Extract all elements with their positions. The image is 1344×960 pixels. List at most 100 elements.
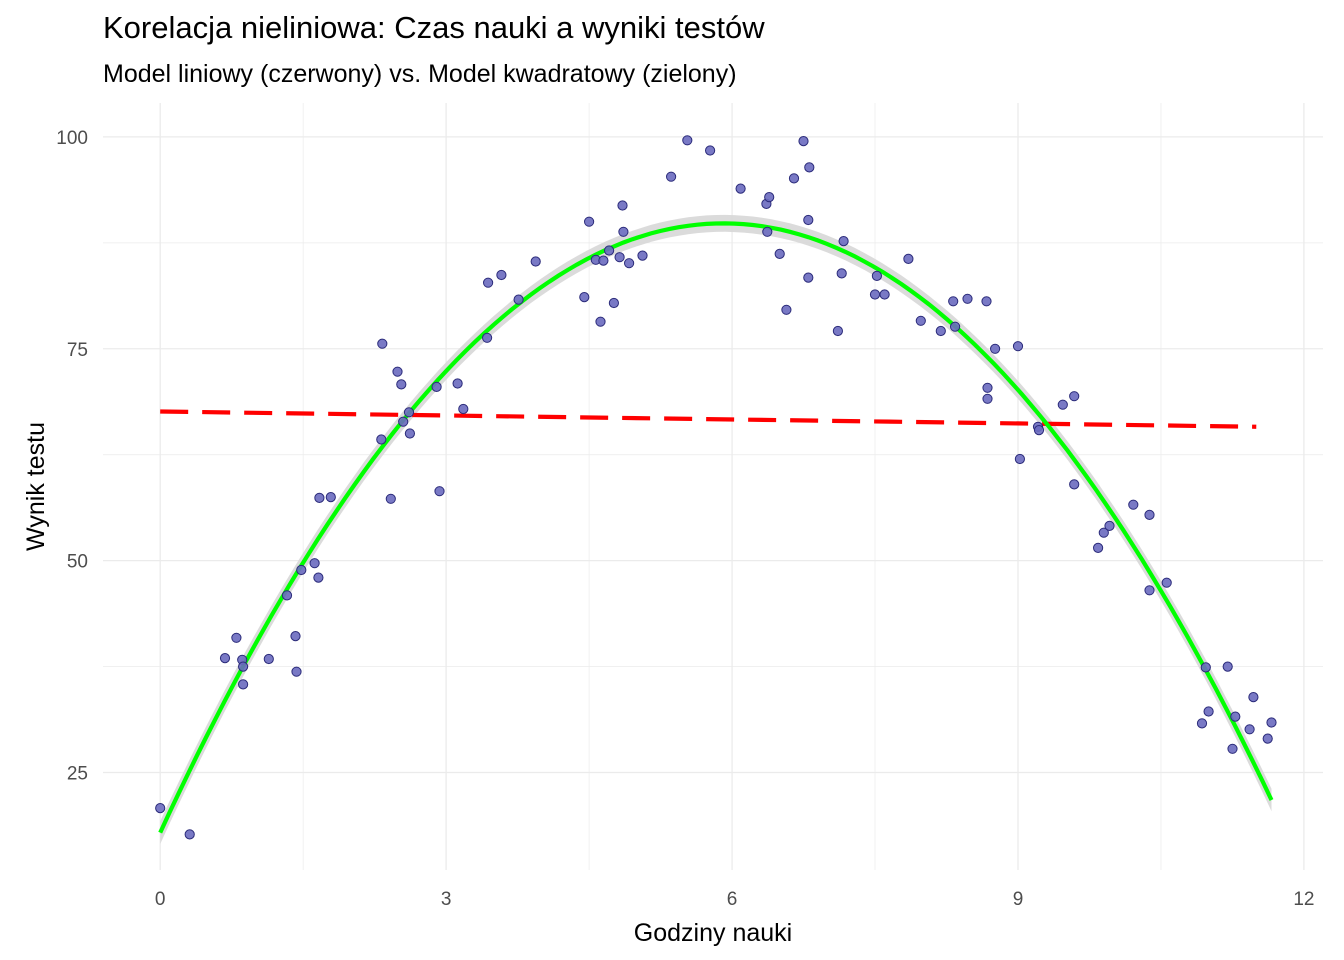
data-point <box>403 407 415 418</box>
data-point <box>296 564 307 576</box>
data-point <box>774 248 785 259</box>
data-point <box>184 829 195 840</box>
data-point <box>803 272 814 283</box>
data-point <box>1104 520 1115 532</box>
data-point <box>482 332 493 343</box>
data-point <box>1144 509 1155 521</box>
chart-subtitle: Model liniowy (czerwony) vs. Model kwadr… <box>103 60 737 88</box>
data-point <box>1266 717 1277 728</box>
data-point <box>624 258 635 269</box>
data-point <box>1128 499 1139 510</box>
x-tick-label: 9 <box>1013 889 1024 910</box>
data-point <box>764 192 775 203</box>
fit-lines <box>158 221 1274 834</box>
data-point <box>392 366 403 377</box>
confidence-ribbon <box>160 214 1272 844</box>
data-point <box>990 343 1001 354</box>
data-point <box>1222 661 1233 672</box>
data-point <box>871 270 883 281</box>
data-point <box>325 492 336 503</box>
y-tick-label: 100 <box>56 128 88 149</box>
data-point <box>1196 718 1208 729</box>
data-point <box>530 256 541 267</box>
data-point <box>836 268 847 279</box>
x-tick-label: 3 <box>441 889 452 910</box>
data-point <box>219 653 231 664</box>
data-point <box>1093 542 1104 554</box>
axis-ticks: 0 3 6 9 12 25 50 75 100 <box>56 128 1314 910</box>
data-point <box>1033 425 1045 436</box>
data-point <box>950 321 961 332</box>
data-point <box>1244 724 1255 735</box>
data-point <box>948 296 959 307</box>
data-point <box>1098 527 1109 538</box>
data-point <box>804 162 815 173</box>
data-point <box>238 661 249 672</box>
data-point <box>1057 399 1068 410</box>
data-point <box>1230 711 1241 722</box>
data-point <box>617 200 628 211</box>
data-point <box>309 558 320 569</box>
data-point <box>637 250 648 261</box>
data-point <box>1014 453 1026 465</box>
data-point <box>290 631 301 642</box>
data-point <box>431 381 442 392</box>
data-point <box>483 277 494 288</box>
data-point <box>982 393 993 404</box>
y-tick-label: 25 <box>67 764 88 785</box>
y-tick-label: 75 <box>67 340 88 361</box>
data-point <box>935 325 946 337</box>
data-point <box>1144 585 1155 596</box>
data-point <box>666 171 677 182</box>
data-point <box>281 590 293 601</box>
data-point <box>781 304 792 315</box>
data-point <box>1200 662 1211 673</box>
data-point <box>377 338 388 349</box>
x-tick-label: 0 <box>155 889 166 910</box>
data-point <box>735 183 746 194</box>
data-point <box>584 216 595 227</box>
y-axis-title: Wynik testu <box>22 422 50 551</box>
data-point <box>879 289 890 300</box>
data-point <box>705 145 716 156</box>
quadratic-fit-line <box>158 221 1274 834</box>
data-point <box>452 378 463 389</box>
data-point <box>614 252 625 263</box>
chart-title: Korelacja nieliniowa: Czas nauki a wynik… <box>103 10 765 45</box>
data-point <box>798 136 809 147</box>
data-point <box>962 293 973 304</box>
data-point <box>314 492 325 503</box>
data-point <box>238 679 249 690</box>
data-point <box>598 255 609 266</box>
data-point <box>1161 577 1172 588</box>
x-tick-label: 12 <box>1293 889 1314 910</box>
data-point <box>231 632 242 643</box>
data-point <box>579 292 590 303</box>
data-point <box>981 296 992 307</box>
data-point <box>832 325 844 337</box>
data-point <box>1203 706 1214 717</box>
data-point <box>618 226 629 237</box>
data-point <box>291 666 302 677</box>
data-point <box>1012 341 1024 352</box>
data-point <box>155 803 166 814</box>
data-point <box>404 428 415 439</box>
x-axis-title: Godziny nauki <box>634 919 792 947</box>
data-point <box>604 245 615 256</box>
data-point <box>1227 743 1238 754</box>
linear-fit-line <box>160 409 1257 429</box>
data-point <box>915 315 926 326</box>
data-point <box>869 289 881 300</box>
data-point <box>682 135 693 146</box>
data-point <box>376 434 387 445</box>
y-tick-label: 50 <box>67 552 88 573</box>
data-point <box>434 486 445 497</box>
data-point <box>608 297 620 309</box>
data-point <box>496 269 507 281</box>
data-point <box>803 214 814 226</box>
data-point <box>385 493 396 504</box>
data-point <box>1069 391 1080 402</box>
data-point <box>1262 733 1273 744</box>
data-point <box>595 316 606 327</box>
